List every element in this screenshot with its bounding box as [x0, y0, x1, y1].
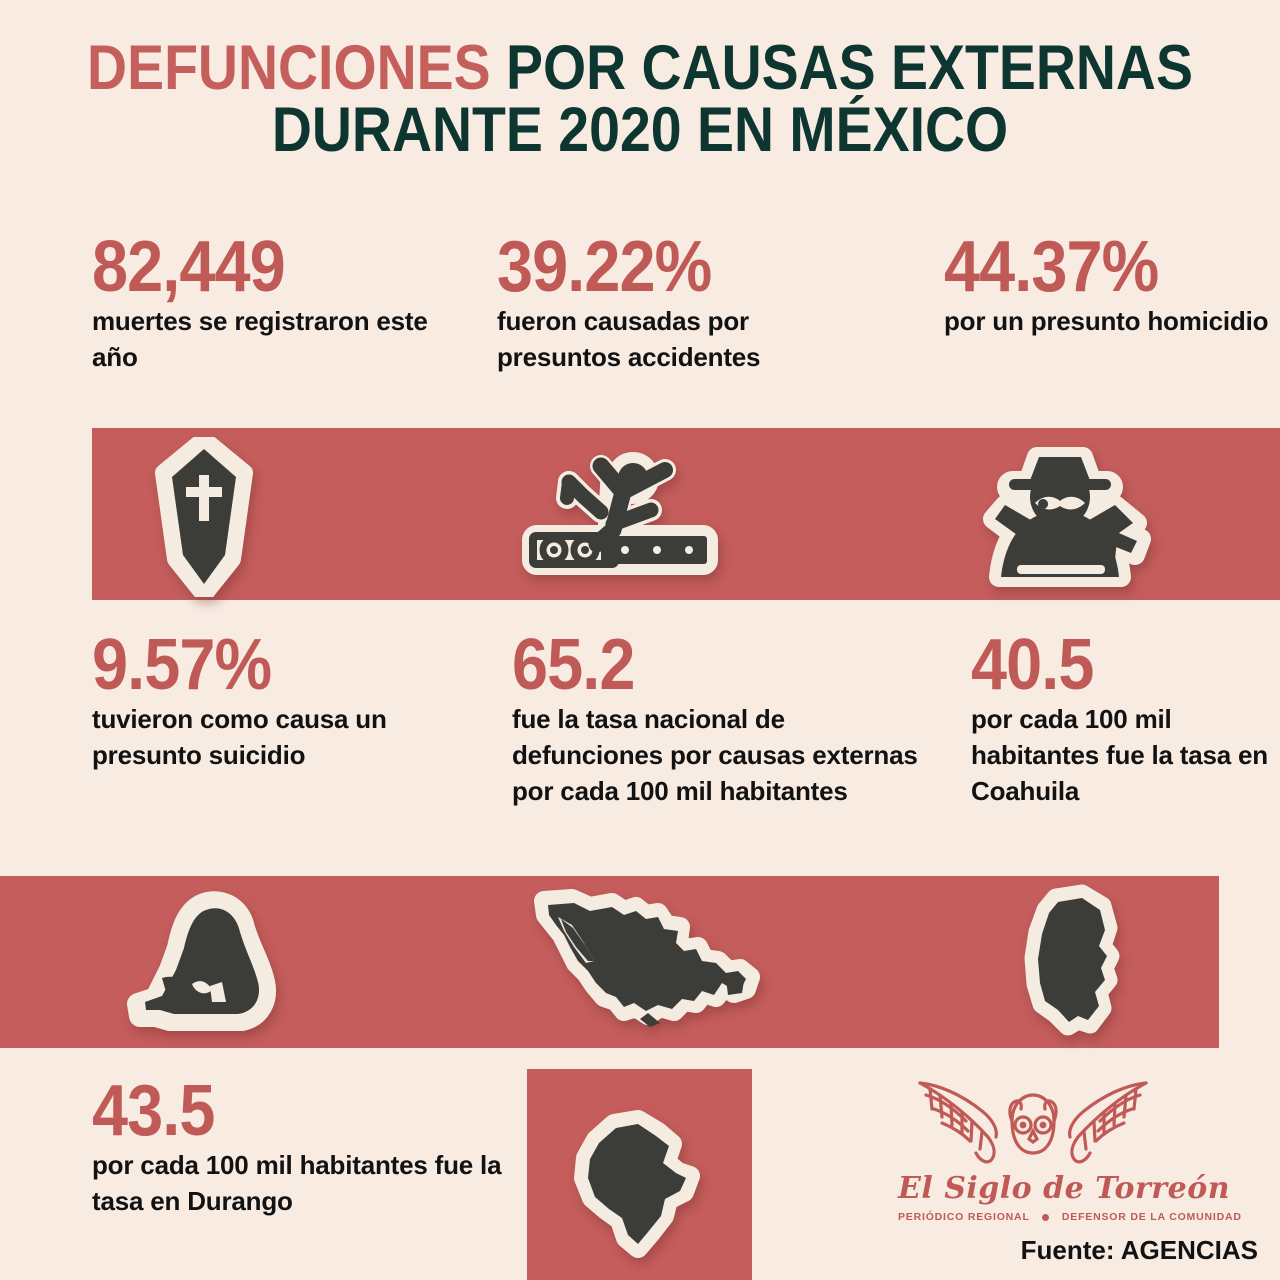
stat-number-muertes: 82,449 — [92, 227, 286, 307]
source-credit: Fuente: AGENCIAS — [1020, 1235, 1258, 1265]
title-line-2: DURANTE 2020 EN MÉXICO — [271, 94, 1009, 165]
stat-number-tasa-nacional: 65.2 — [512, 625, 635, 705]
stat-block-tasa-nacional: 65.2 fue la tasa nacional de defunciones… — [512, 625, 942, 810]
page-title: DEFUNCIONES POR CAUSAS EXTERNAS DURANTE … — [0, 37, 1280, 165]
stat-number-homicidio: 44.37% — [944, 227, 1159, 307]
stat-description-accidentes: fueron causadas por presuntos accidentes — [497, 306, 761, 373]
stat-block-coahuila: 40.5 por cada 100 mil habitantes fue la … — [971, 625, 1271, 810]
mexico-map-icon — [528, 885, 763, 1035]
title-highlight: DEFUNCIONES — [87, 33, 491, 103]
logo-tagline-left: PERIÓDICO REGIONAL — [898, 1211, 1030, 1223]
stat-number-suicidio: 9.57% — [92, 625, 272, 705]
title-line-1: DEFUNCIONES POR CAUSAS EXTERNAS — [77, 37, 1203, 100]
stat-block-durango: 43.5 por cada 100 mil habitantes fue la … — [92, 1071, 512, 1220]
coahuila-map-icon — [1016, 884, 1134, 1039]
stat-description-tasa-nacional: fue la tasa nacional de defunciones por … — [512, 704, 918, 806]
gangster-icon — [965, 437, 1155, 592]
coffin-icon — [140, 431, 268, 603]
stat-description-muertes: muertes se registraron este año — [92, 306, 428, 373]
durango-map-icon — [562, 1106, 717, 1261]
stat-description-coahuila: por cada 100 mil habitantes fue la tasa … — [971, 704, 1268, 806]
stat-block-muertes: 82,449 muertes se registraron este año — [92, 227, 452, 376]
stat-block-suicidio: 9.57% tuvieron como causa un presunto su… — [92, 625, 482, 774]
logo-name: El Siglo de Torreón — [898, 1171, 1231, 1206]
stat-block-homicidio: 44.37% por un presunto homicidio — [944, 227, 1274, 340]
stat-block-accidentes: 39.22% fueron causadas por presuntos acc… — [497, 227, 877, 376]
newspaper-logo: El Siglo de Torreón PERIÓDICO REGIONAL D… — [898, 1075, 1241, 1223]
title-line-1-rest: POR CAUSAS EXTERNAS — [505, 33, 1193, 103]
logo-tagline-separator-dot — [1042, 1213, 1050, 1221]
stat-number-durango: 43.5 — [92, 1071, 215, 1151]
stat-description-homicidio: por un presunto homicidio — [944, 306, 1269, 337]
stat-description-durango: por cada 100 mil habitantes fue la tasa … — [92, 1150, 502, 1217]
stat-description-suicidio: tuvieron como causa un presunto suicidio — [92, 704, 387, 771]
logo-tagline: PERIÓDICO REGIONAL DEFENSOR DE LA COMUNI… — [898, 1211, 1241, 1223]
owl-wings-icon — [918, 1081, 1148, 1164]
stat-number-accidentes: 39.22% — [497, 227, 712, 307]
stat-number-coahuila: 40.5 — [971, 625, 1094, 705]
accident-icon — [505, 440, 723, 590]
logo-tagline-right: DEFENSOR DE LA COMUNIDAD — [1061, 1211, 1242, 1223]
sitting-person-icon — [118, 886, 308, 1041]
